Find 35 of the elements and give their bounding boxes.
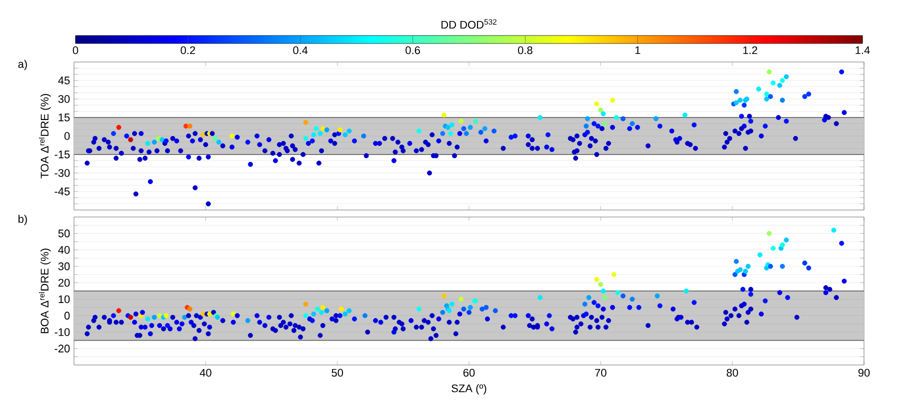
y-tick-label: -15 xyxy=(54,150,70,158)
color-bar-label: 1 xyxy=(635,46,640,54)
color-bar-label: 0.8 xyxy=(518,46,532,54)
y-axis-title: BOA Δ$^{rel}$DRE (%) xyxy=(38,248,51,334)
y-tick-label: -10 xyxy=(54,328,70,336)
y-tick-label: 20 xyxy=(58,278,70,287)
y-tick-label: 0 xyxy=(64,312,70,320)
color-bar-label: 1.2 xyxy=(743,46,758,54)
y-tick-label: -30 xyxy=(54,169,70,177)
y-tick-label: 30 xyxy=(58,95,70,103)
color-bar-label: 1.4 xyxy=(856,46,870,54)
text: b) xyxy=(18,214,27,226)
color-bar-label: 0.4 xyxy=(293,46,308,54)
x-tick-label: 70 xyxy=(595,368,606,377)
x-tick-label: 90 xyxy=(858,368,870,377)
y-tick-label: 50 xyxy=(58,230,70,238)
color-bar-label: 0.2 xyxy=(180,46,196,54)
x-tick-label: 80 xyxy=(726,368,738,377)
y-tick-label: 15 xyxy=(58,114,70,122)
x-tick-label: 60 xyxy=(463,368,475,377)
y-tick-label: 45 xyxy=(58,76,70,84)
text: a) xyxy=(18,60,27,70)
x-axis-title: SZA (º) xyxy=(452,384,486,394)
y-axis-title: TOA Δ$^{rel}$DRE (%) xyxy=(38,94,51,178)
x-tick-label: 50 xyxy=(332,368,344,377)
y-tick-label: -45 xyxy=(54,188,70,196)
y-tick-label: 0 xyxy=(64,132,70,140)
y-tick-label: 40 xyxy=(58,246,70,254)
x-tick-label: 40 xyxy=(200,368,212,377)
color-bar-label: 0.6 xyxy=(406,46,420,54)
color-bar-title: DD DOD$^{532}$ xyxy=(442,19,496,29)
y-tick-label: 10 xyxy=(58,295,70,304)
y-tick-label: -20 xyxy=(54,344,70,352)
color-bar-label: 0 xyxy=(72,46,78,54)
y-tick-label: 30 xyxy=(58,262,70,270)
